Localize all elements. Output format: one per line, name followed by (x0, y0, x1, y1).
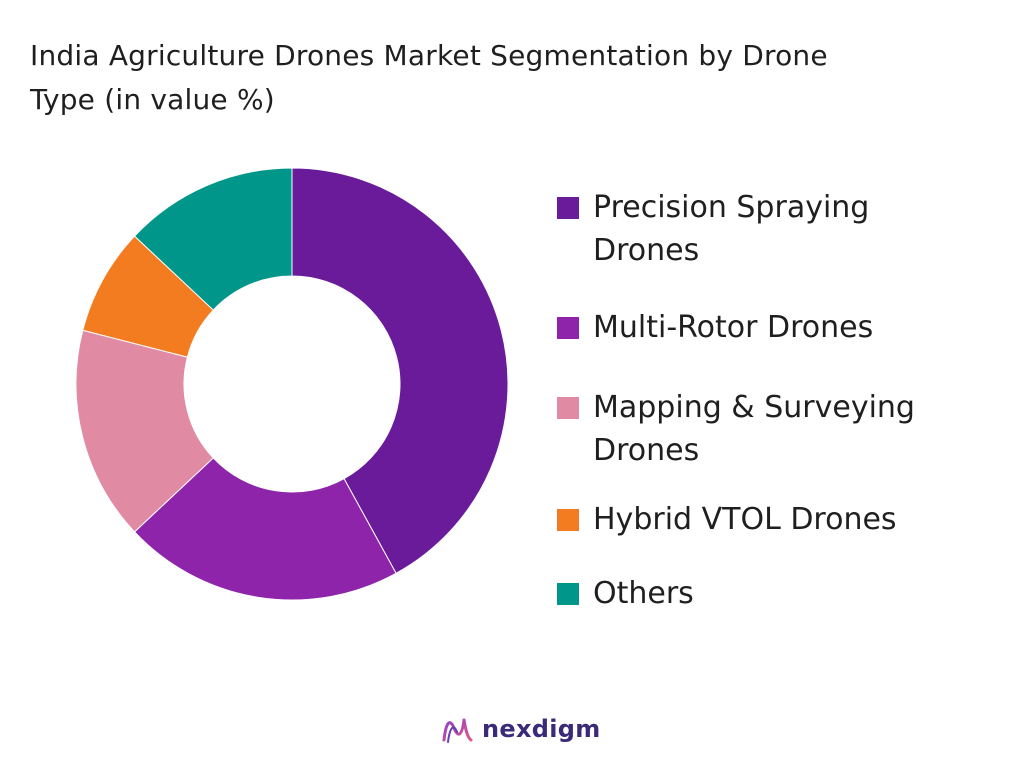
legend-label: Others (593, 576, 694, 611)
legend-item: Multi-Rotor Drones (557, 306, 873, 349)
legend-item: Mapping & Surveying Drones (557, 386, 973, 472)
brand-name: nexdigm (482, 715, 601, 743)
donut-slice-mapping-surveying-drones (75, 329, 214, 533)
legend-swatch (557, 583, 579, 605)
legend-swatch (557, 397, 579, 419)
legend-label: Mapping & Surveying Drones (593, 390, 915, 468)
donut-slice-others (133, 167, 293, 311)
legend-swatch (557, 317, 579, 339)
nexdigm-logo-icon (442, 718, 473, 743)
legend-label: Multi-Rotor Drones (593, 310, 874, 345)
donut-slice-precision-spraying-drones (291, 167, 509, 574)
legend-label: Hybrid VTOL Drones (593, 502, 897, 537)
chart-title: India Agriculture Drones Market Segmenta… (30, 39, 828, 116)
legend-item: Hybrid VTOL Drones (557, 498, 897, 541)
legend-item: Precision Spraying Drones (557, 186, 973, 272)
brand-logo: nexdigm (440, 712, 601, 746)
legend-swatch (557, 509, 579, 531)
donut-slice-multi-rotor-drones (133, 457, 397, 601)
legend-item: Others (557, 572, 694, 615)
legend-label: Precision Spraying Drones (593, 190, 870, 268)
legend-swatch (557, 197, 579, 219)
